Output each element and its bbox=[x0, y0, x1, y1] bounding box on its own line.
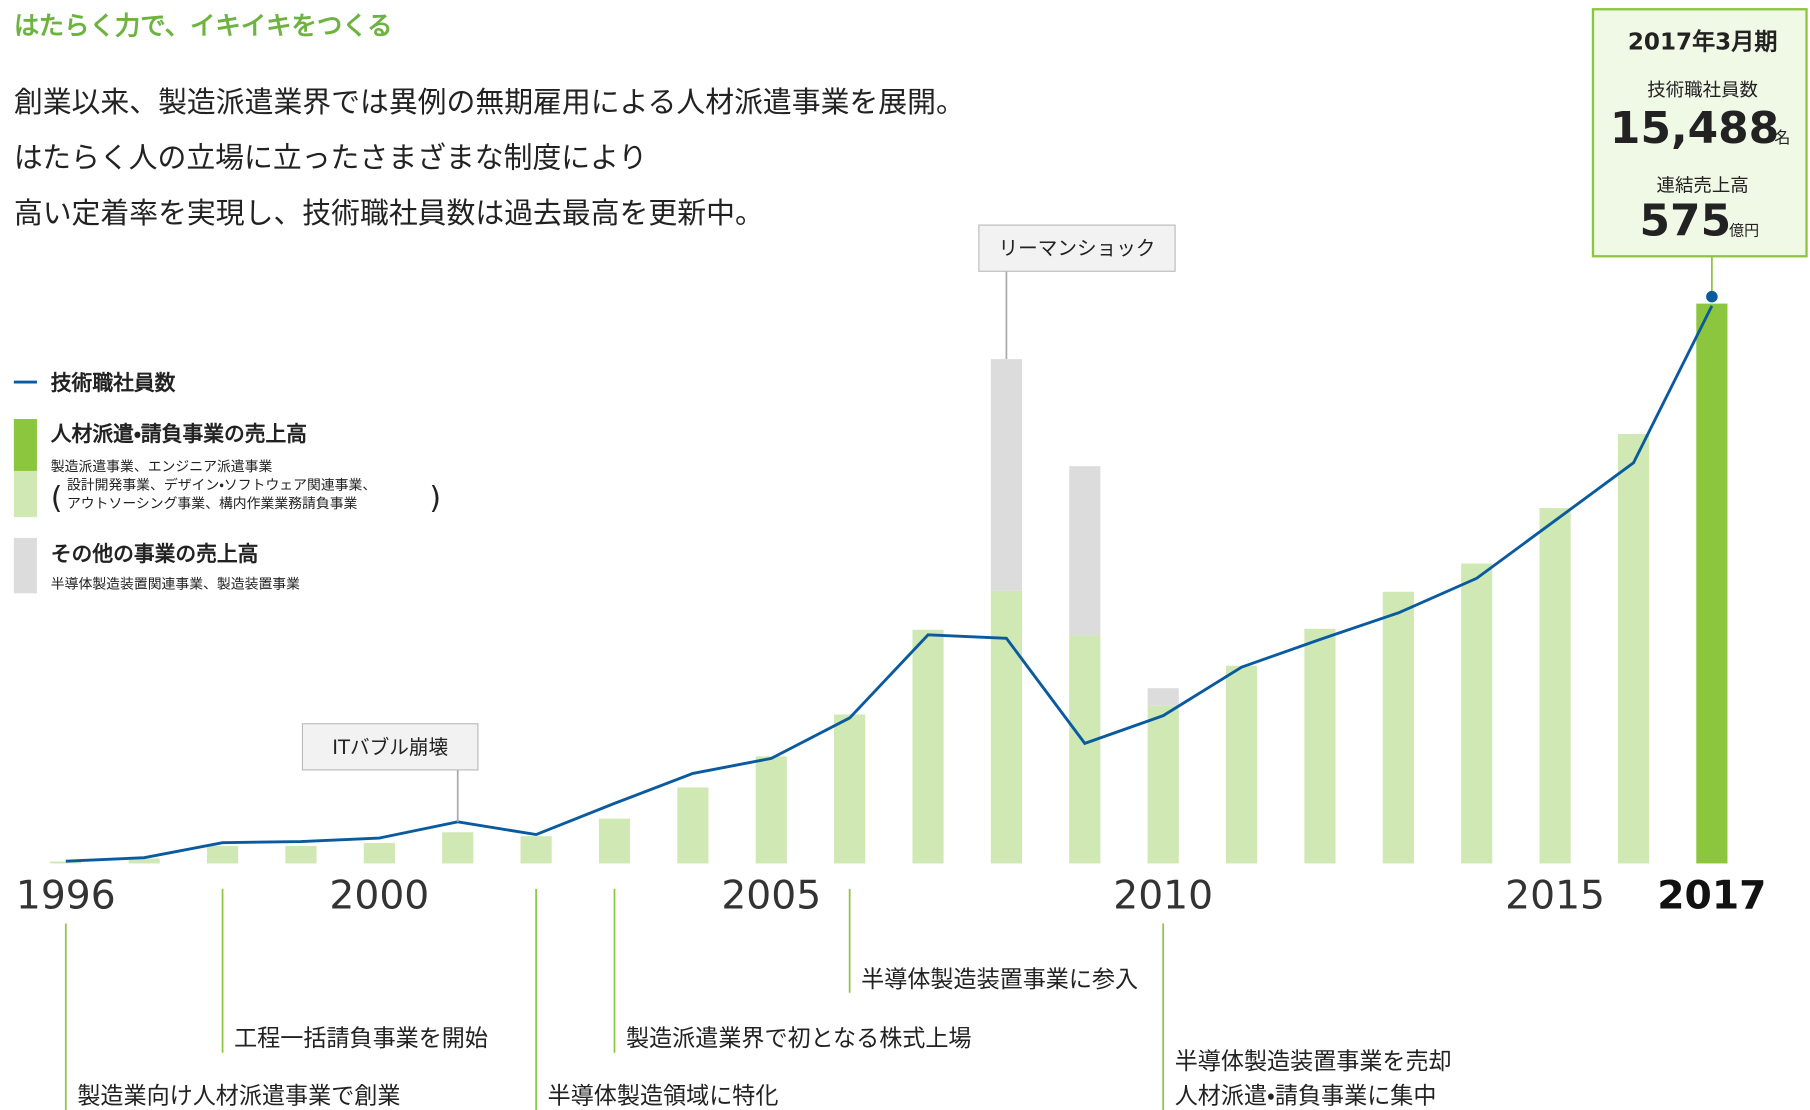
legend-swatch bbox=[13, 537, 37, 594]
bar-segment bbox=[1147, 688, 1179, 706]
bar bbox=[285, 845, 317, 864]
bar bbox=[1147, 705, 1179, 864]
summary-label: 連結売上高 bbox=[1657, 176, 1749, 197]
callout-box bbox=[978, 224, 1176, 272]
event-label: 製造派遣業界で初となる株式上場 bbox=[626, 1026, 971, 1052]
x-tick-label: 2010 bbox=[1113, 873, 1213, 918]
x-tick-label: 2015 bbox=[1505, 873, 1605, 918]
bar bbox=[1382, 591, 1414, 864]
event-label: 製造業向け人材派遣事業で創業 bbox=[77, 1084, 400, 1110]
bar bbox=[1069, 635, 1101, 864]
callout-label: ITバブル崩壊 bbox=[332, 736, 448, 759]
chart-title: はたらく力で、イキイキをつくる bbox=[14, 11, 393, 41]
legend-swatch bbox=[13, 419, 37, 471]
line bbox=[65, 305, 1714, 863]
description: はたらく人の立場に立ったさまざまな制度により bbox=[14, 140, 647, 174]
x-tick-label: 1996 bbox=[16, 873, 116, 918]
bar bbox=[1617, 434, 1650, 864]
event-label: 工程一括請負事業を開始 bbox=[234, 1026, 488, 1052]
bar bbox=[755, 756, 787, 864]
legend-desc: 設計開発事業、デザイン・ソフトウェア関連事業、 bbox=[67, 476, 376, 493]
event-label: 半導体製造装置事業に参入 bbox=[861, 967, 1138, 993]
x-tick-label: 2017 bbox=[1657, 873, 1766, 918]
summary-value: 15,488 bbox=[1610, 103, 1779, 154]
bar bbox=[128, 858, 160, 864]
bar bbox=[1696, 303, 1728, 864]
paren: ) bbox=[429, 481, 441, 516]
bar bbox=[1539, 508, 1571, 864]
legend-desc: 製造派遣事業、エンジニア派遣事業 bbox=[51, 459, 273, 475]
legend-label: その他の事業の売上高 bbox=[51, 542, 259, 566]
x-tick-label: 2005 bbox=[721, 873, 821, 918]
event-label: 半導体製造領域に特化 bbox=[548, 1084, 779, 1110]
bar bbox=[1304, 628, 1336, 864]
summary-value: 575 bbox=[1640, 195, 1732, 246]
bar bbox=[1461, 563, 1493, 864]
bar bbox=[1225, 665, 1258, 864]
bar bbox=[912, 629, 944, 864]
paren: ( bbox=[51, 481, 63, 516]
legend-desc: 半導体製造装置関連事業、製造装置事業 bbox=[51, 577, 300, 593]
description: 高い定着率を実現し、技術職社員数は過去最高を更新中。 bbox=[14, 196, 764, 230]
bar-segment bbox=[1069, 466, 1101, 636]
legend-label: 技術職社員数 bbox=[51, 371, 176, 395]
bar bbox=[50, 861, 82, 864]
summary-unit: 名 bbox=[1774, 128, 1790, 147]
bar bbox=[834, 714, 866, 864]
bar bbox=[990, 590, 1022, 864]
bar bbox=[442, 832, 474, 864]
x-tick-label: 2000 bbox=[329, 873, 429, 918]
summary-box bbox=[1591, 8, 1808, 258]
callout-box bbox=[301, 723, 479, 771]
bar bbox=[598, 818, 631, 864]
description: 創業以来、製造派遣業界では異例の無期雇用による人材派遣事業を展開。 bbox=[14, 85, 965, 119]
callout-label: リーマンショック bbox=[999, 237, 1156, 260]
bar bbox=[363, 842, 395, 864]
legend-label: 人材派遣・請負事業の売上高 bbox=[50, 422, 307, 446]
event-label: 半導体製造装置事業を売却 bbox=[1175, 1049, 1452, 1075]
bar bbox=[206, 845, 239, 864]
summary-unit: 億円 bbox=[1729, 221, 1759, 239]
bar-segment bbox=[990, 359, 1022, 591]
legend-swatch bbox=[13, 470, 37, 518]
legend-desc: アウトソーシング事業、構内作業業務請負事業 bbox=[67, 496, 358, 512]
bar bbox=[520, 836, 552, 864]
summary-period: 2017年3月期 bbox=[1628, 29, 1778, 56]
event-label: 人材派遣・請負事業に集中 bbox=[1175, 1084, 1437, 1110]
summary-label: 技術職社員数 bbox=[1647, 80, 1758, 101]
line-end-dot bbox=[1706, 290, 1718, 303]
bar bbox=[677, 787, 709, 864]
